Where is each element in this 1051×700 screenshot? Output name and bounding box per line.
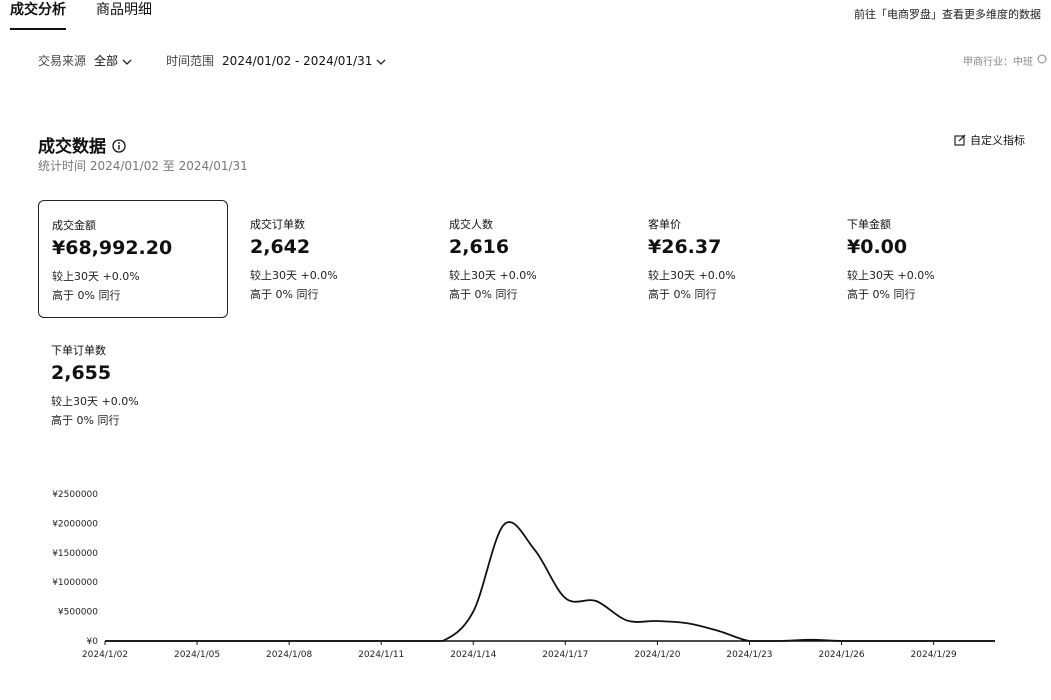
y-tick-label: ¥2500000	[52, 490, 98, 500]
series-line	[105, 521, 995, 642]
time-range-value[interactable]: 2024/01/02 - 2024/01/31	[222, 53, 373, 68]
custom-metrics-button[interactable]: 自定义指标	[954, 132, 1025, 148]
x-tick-label: 2024/1/20	[634, 650, 680, 660]
industry-filter-label: 甲商行业：中班	[963, 57, 1033, 68]
metric-value: ¥26.37	[648, 236, 722, 258]
metric-label: 下单订单数	[51, 344, 106, 357]
compass-link[interactable]: 前往「电商罗盘」查看更多维度的数据	[854, 8, 1041, 21]
tab-product-details[interactable]: 商品明细	[96, 2, 152, 18]
y-tick-label: ¥2000000	[52, 519, 98, 529]
metric-peer: 高于 0% 同行	[449, 288, 518, 301]
metric-label: 下单金额	[847, 218, 891, 231]
metric-card-buyers[interactable]: 成交人数 2,616 较上30天 +0.0% 高于 0% 同行	[436, 200, 626, 318]
metric-compare: 较上30天 +0.0%	[250, 269, 338, 282]
industry-filter[interactable]: 甲商行业：中班	[963, 53, 1047, 68]
gmv-trend-chart: ¥0 ¥500000 ¥1000000 ¥1500000 ¥2000000 ¥250000…	[52, 490, 995, 660]
filter-bar: 交易来源 全部 时间范围 2024/01/02 - 2024/01/31	[38, 52, 420, 69]
source-filter-value[interactable]: 全部	[94, 54, 119, 68]
custom-metrics-label: 自定义指标	[970, 134, 1025, 147]
metric-value: 2,642	[250, 236, 311, 258]
x-tick-label: 2024/1/23	[726, 650, 772, 660]
chevron-down-icon[interactable]	[122, 56, 132, 66]
metric-label: 成交人数	[449, 218, 493, 231]
x-tick-label: 2024/1/26	[818, 650, 864, 660]
help-icon[interactable]	[1037, 54, 1047, 67]
metric-peer: 高于 0% 同行	[250, 288, 319, 301]
tab-transaction-analysis[interactable]: 成交分析	[10, 0, 66, 30]
metric-value: 2,655	[51, 362, 112, 384]
y-tick-label: ¥1500000	[52, 549, 98, 559]
metric-value: 2,616	[449, 236, 510, 258]
metric-label: 成交订单数	[250, 218, 305, 231]
metric-peer: 高于 0% 同行	[51, 414, 120, 427]
y-tick-label: ¥500000	[58, 608, 98, 618]
y-tick-label: ¥0	[87, 637, 99, 647]
x-tick-label: 2024/1/11	[358, 650, 404, 660]
metric-value: ¥0.00	[847, 236, 908, 258]
edit-icon	[954, 134, 966, 146]
metric-label: 成交金额	[52, 219, 96, 232]
y-tick-label: ¥1000000	[52, 578, 98, 588]
section-header: 成交数据	[38, 132, 126, 157]
metric-compare: 较上30天 +0.0%	[648, 269, 736, 282]
chevron-down-icon[interactable]	[376, 56, 386, 66]
info-icon[interactable]	[112, 138, 126, 153]
stat-period: 统计时间 2024/01/02 至 2024/01/31	[38, 159, 248, 173]
source-filter-label: 交易来源	[38, 54, 87, 68]
x-tick-label: 2024/1/05	[174, 650, 220, 660]
x-tick-label: 2024/1/08	[266, 650, 312, 660]
metric-label: 客单价	[648, 218, 681, 231]
time-range-label: 时间范围	[166, 54, 215, 68]
metric-peer: 高于 0% 同行	[52, 289, 121, 302]
metric-card-avg-price[interactable]: 客单价 ¥26.37 较上30天 +0.0% 高于 0% 同行	[635, 200, 825, 318]
tab-bar: 成交分析 商品明细	[10, 0, 182, 30]
metric-card-order-count[interactable]: 下单订单数 2,655 较上30天 +0.0% 高于 0% 同行	[38, 326, 228, 444]
metric-compare: 较上30天 +0.0%	[449, 269, 537, 282]
x-tick-label: 2024/1/14	[450, 650, 496, 660]
metric-card-gmv[interactable]: 成交金额 ¥68,992.20 较上30天 +0.0% 高于 0% 同行	[38, 200, 228, 318]
metric-card-order-amount[interactable]: 下单金额 ¥0.00 较上30天 +0.0% 高于 0% 同行	[834, 200, 1024, 318]
metric-card-orders[interactable]: 成交订单数 2,642 较上30天 +0.0% 高于 0% 同行	[237, 200, 427, 318]
metric-compare: 较上30天 +0.0%	[52, 270, 140, 283]
x-tick-label: 2024/1/29	[911, 650, 957, 660]
metric-compare: 较上30天 +0.0%	[51, 395, 139, 408]
x-tick-label: 2024/1/02	[82, 650, 128, 660]
metric-compare: 较上30天 +0.0%	[847, 269, 935, 282]
metric-peer: 高于 0% 同行	[847, 288, 916, 301]
metric-peer: 高于 0% 同行	[648, 288, 717, 301]
section-title: 成交数据	[38, 137, 106, 157]
x-tick-label: 2024/1/17	[542, 650, 588, 660]
metric-value: ¥68,992.20	[52, 237, 173, 259]
